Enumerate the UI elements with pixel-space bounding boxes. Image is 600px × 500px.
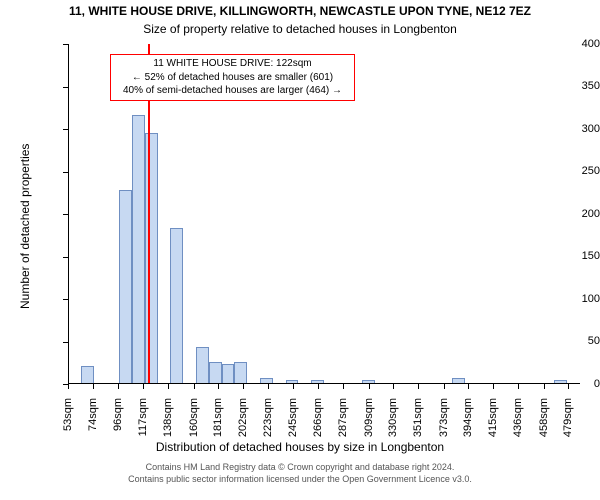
annotation-line-2: ← 52% of detached houses are smaller (60… — [115, 71, 350, 85]
x-tick-label: 202sqm — [237, 398, 249, 448]
chart-footer: Contains HM Land Registry data © Crown c… — [0, 462, 600, 485]
histogram-bar — [222, 364, 235, 384]
histogram-bar — [170, 228, 183, 384]
y-tick-label: 100 — [540, 293, 600, 305]
x-tick-label: 53sqm — [62, 398, 74, 448]
x-tick-label: 138sqm — [162, 398, 174, 448]
footer-line-1: Contains HM Land Registry data © Crown c… — [0, 462, 600, 474]
y-tick-label: 0 — [540, 378, 600, 390]
x-tick-label: 479sqm — [562, 398, 574, 448]
y-tick-label: 400 — [540, 38, 600, 50]
y-tick-label: 250 — [540, 165, 600, 177]
histogram-bar — [196, 347, 209, 384]
chart-title-line2: Size of property relative to detached ho… — [0, 22, 600, 36]
x-tick-label: 394sqm — [462, 398, 474, 448]
x-tick-label: 436sqm — [512, 398, 524, 448]
x-tick-label: 245sqm — [287, 398, 299, 448]
x-tick-label: 351sqm — [412, 398, 424, 448]
x-tick-label: 160sqm — [188, 398, 200, 448]
histogram-bar — [145, 133, 158, 384]
x-tick-label: 96sqm — [112, 398, 124, 448]
x-tick-label: 458sqm — [538, 398, 550, 448]
x-tick-label: 181sqm — [212, 398, 224, 448]
x-tick-label: 223sqm — [262, 398, 274, 448]
x-tick-label: 74sqm — [87, 398, 99, 448]
y-axis-title: Number of detached properties — [18, 144, 32, 309]
histogram-bar — [81, 366, 94, 384]
y-tick-label: 300 — [540, 123, 600, 135]
x-tick-label: 266sqm — [312, 398, 324, 448]
x-tick-label: 373sqm — [438, 398, 450, 448]
y-tick-label: 350 — [540, 80, 600, 92]
x-tick-label: 309sqm — [363, 398, 375, 448]
y-tick-label: 200 — [540, 208, 600, 220]
histogram-bar — [132, 115, 145, 384]
y-tick-label: 150 — [540, 250, 600, 262]
histogram-bar — [209, 362, 222, 384]
annotation-line-3: 40% of semi-detached houses are larger (… — [115, 84, 350, 98]
chart-title-line1: 11, WHITE HOUSE DRIVE, KILLINGWORTH, NEW… — [0, 4, 600, 18]
histogram-bar — [119, 190, 132, 384]
histogram-bar — [234, 362, 247, 384]
footer-line-2: Contains public sector information licen… — [0, 474, 600, 486]
x-tick-label: 117sqm — [137, 398, 149, 448]
annotation-box: 11 WHITE HOUSE DRIVE: 122sqm ← 52% of de… — [110, 54, 355, 101]
x-tick-label: 287sqm — [337, 398, 349, 448]
x-tick-label: 415sqm — [487, 398, 499, 448]
annotation-line-1: 11 WHITE HOUSE DRIVE: 122sqm — [115, 57, 350, 71]
y-tick-label: 50 — [540, 335, 600, 347]
x-tick-label: 330sqm — [387, 398, 399, 448]
